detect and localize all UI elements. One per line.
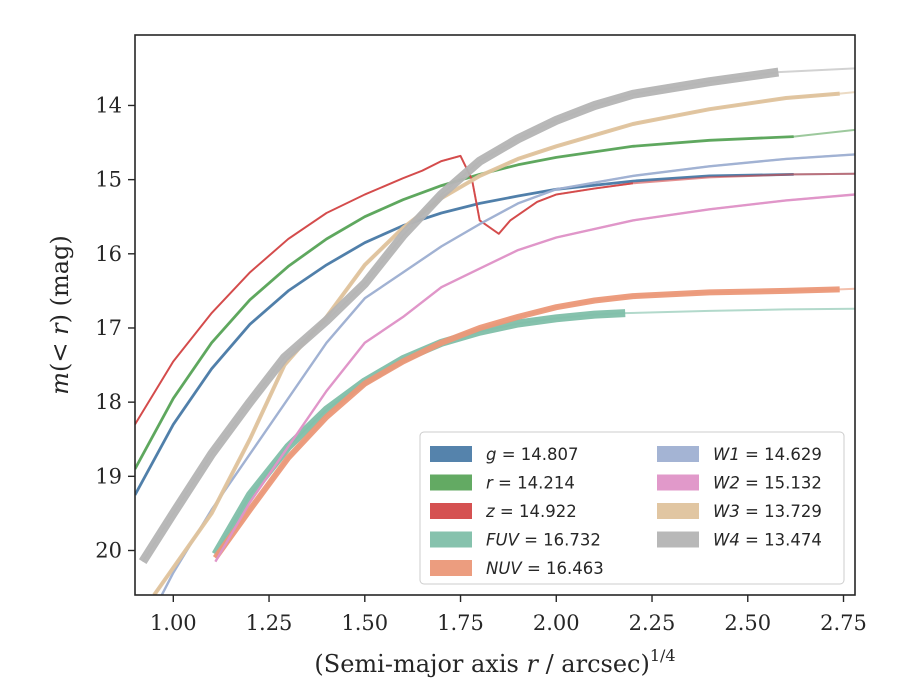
y-tick-label: 19 (95, 464, 122, 488)
legend-item-r: r = 14.214 (430, 474, 575, 493)
legend: g = 14.807 r = 14.214 z = 14.922 FUV = 16.7… (419, 431, 845, 585)
series-w2 (214, 193, 855, 563)
x-tick-label: 2.00 (533, 611, 580, 635)
legend-swatch (430, 531, 472, 548)
legend-label: z = 14.922 (485, 502, 577, 521)
series-nuv (212, 286, 855, 560)
x-axis: 1.00 1.25 1.50 1.75 2.00 2.25 2.50 2.75 (150, 595, 867, 635)
series-w4 (138, 67, 855, 565)
y-tick-label: 16 (95, 242, 122, 266)
legend-item-w2: W2 = 15.132 (657, 474, 822, 493)
legend-swatch (430, 446, 472, 462)
legend-item-w4: W4 = 13.474 (657, 531, 822, 550)
x-tick-label: 1.50 (341, 611, 388, 635)
legend-label: W2 = 15.132 (713, 474, 822, 493)
legend-label: W3 = 13.729 (713, 502, 822, 521)
legend-label: W4 = 13.474 (713, 531, 822, 550)
legend-item-z: z = 14.922 (430, 502, 577, 521)
x-tick-label: 2.25 (629, 611, 676, 635)
legend-item-w3: W3 = 13.729 (657, 502, 822, 521)
axes-frame (134, 34, 856, 596)
y-axis: 14 15 16 17 18 19 20 (95, 93, 135, 562)
legend-swatch (430, 560, 472, 576)
x-tick-label: 1.00 (150, 611, 197, 635)
legend-label: FUV = 16.732 (486, 531, 601, 550)
series-band-w2 (214, 193, 855, 563)
legend-label: r = 14.214 (486, 474, 575, 493)
y-tick-label: 15 (95, 168, 122, 192)
x-tick-label: 2.50 (724, 611, 771, 635)
series-band-z (135, 155, 634, 425)
y-tick-label: 20 (95, 538, 122, 562)
series-band-w1 (160, 153, 855, 595)
series-band-w4 (138, 67, 780, 565)
series-band-r (135, 135, 794, 470)
legend-swatch (657, 474, 699, 491)
legend-swatch (657, 446, 699, 462)
legend-swatch (430, 474, 472, 491)
series-w1 (160, 153, 855, 595)
legend-swatch (657, 531, 699, 548)
legend-label: W1 = 14.629 (713, 445, 822, 464)
legend-label: NUV = 16.463 (486, 559, 604, 578)
x-tick-label: 1.75 (437, 611, 484, 635)
y-tick-label: 18 (95, 390, 122, 414)
series-band-nuv (212, 286, 840, 560)
y-tick-label: 14 (95, 93, 122, 117)
plot-area (135, 67, 855, 595)
legend-item-nuv: NUV = 16.463 (430, 559, 604, 578)
legend-item-g: g = 14.807 (430, 445, 579, 464)
legend-swatch (657, 503, 699, 519)
legend-swatch (430, 503, 472, 519)
y-tick-label: 17 (95, 316, 122, 340)
x-axis-label: (Semi-major axis r / arcsec)1/4 (314, 646, 675, 678)
series-r (135, 128, 855, 470)
x-tick-label: 1.25 (246, 611, 293, 635)
legend-item-fuv: FUV = 16.732 (430, 531, 601, 550)
legend-item-w1: W1 = 14.629 (657, 445, 822, 464)
legend-box (419, 431, 845, 585)
x-tick-label: 2.75 (820, 611, 867, 635)
legend-label: g = 14.807 (486, 445, 579, 464)
y-axis-label: m(< r) (mag) (46, 235, 74, 395)
